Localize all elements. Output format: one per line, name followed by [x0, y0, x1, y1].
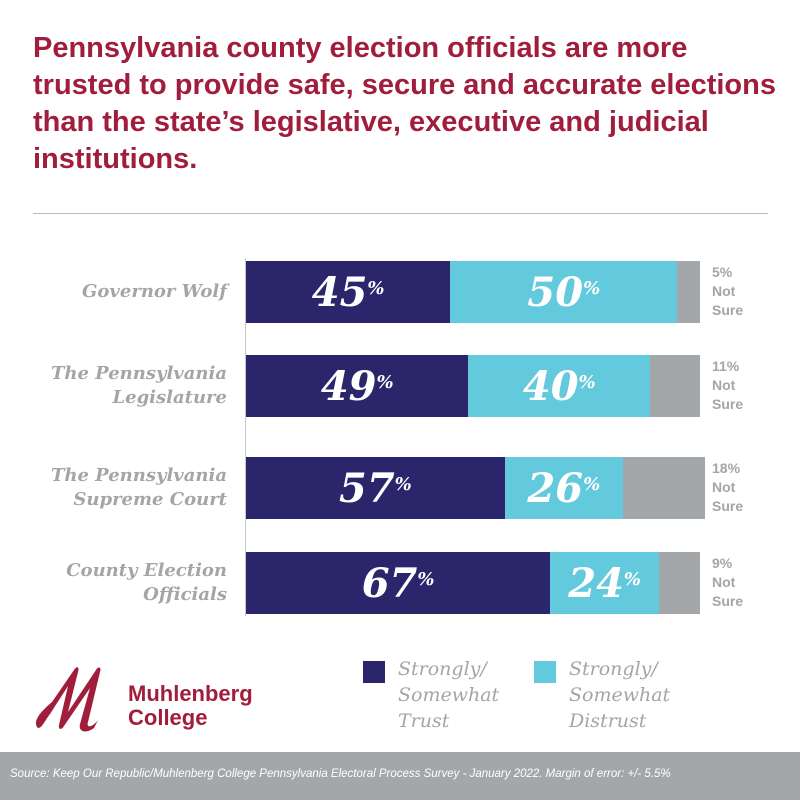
category-label: County Election Officials — [66, 560, 227, 605]
data-label: 24 — [568, 559, 624, 607]
data-label: 49 — [320, 362, 377, 410]
bar-trust: 45% — [246, 261, 451, 323]
not-sure-label: 5% Not Sure — [712, 263, 772, 320]
legend-swatch-trust — [363, 661, 385, 683]
percent-sign: % — [583, 473, 601, 495]
not-sure-text: Sure — [712, 302, 744, 318]
percent-sign: % — [394, 473, 412, 495]
not-sure-text: 18% — [712, 460, 741, 476]
not-sure-text: 11% — [712, 358, 740, 374]
bar-not-sure — [650, 355, 700, 417]
bar-distrust: 50% — [450, 261, 678, 323]
percent-sign: % — [578, 371, 596, 393]
page-title: Pennsylvania county election officials a… — [33, 32, 776, 175]
stacked-bar-chart: Governor Wolf 45% 50% 5% Not Sure The Pennsylv… — [50, 258, 772, 616]
logo-line-1: Muhlenberg — [128, 681, 253, 706]
bar-distrust: 24% — [550, 552, 660, 614]
not-sure-text: Sure — [712, 498, 744, 514]
percent-sign: % — [417, 568, 435, 590]
source-note: Source: Keep Our Republic/Muhlenberg Col… — [10, 768, 671, 780]
legend-text: Strongly/ — [398, 658, 487, 680]
data-label: 67 — [361, 559, 418, 607]
m-monogram-icon — [35, 667, 101, 732]
footer: Source: Keep Our Republic/Muhlenberg Col… — [0, 752, 800, 800]
muhlenberg-logo — [30, 662, 125, 739]
logo-wordmark: Muhlenberg College — [128, 682, 253, 730]
legend-text: Trust — [398, 710, 450, 732]
divider — [33, 213, 768, 214]
legend-label-trust: Strongly/ Somewhat Trust — [398, 656, 499, 734]
percent-sign: % — [623, 568, 642, 590]
not-sure-text: Sure — [712, 593, 744, 609]
bar-distrust: 26% — [504, 457, 623, 519]
legend-text: Strongly/ — [569, 658, 658, 680]
not-sure-label: 18% Not Sure — [712, 459, 772, 516]
percent-sign: % — [583, 277, 601, 299]
not-sure-text: Not — [712, 479, 736, 495]
category-axis-line — [245, 258, 246, 616]
legend-label-distrust: Strongly/ Somewhat Distrust — [569, 656, 670, 734]
legend-text: Distrust — [569, 710, 647, 732]
data-label: 57 — [338, 464, 395, 512]
bar-not-sure — [677, 261, 700, 323]
not-sure-text: Not — [712, 377, 736, 393]
category-label: The Pennsylvania Supreme Court — [50, 465, 227, 510]
percent-sign: % — [367, 277, 385, 299]
bar-trust: 49% — [246, 355, 469, 417]
bar-trust: 67% — [246, 552, 551, 614]
not-sure-text: Sure — [712, 396, 744, 412]
data-label: 45 — [311, 268, 368, 316]
data-label: 40 — [522, 362, 579, 410]
data-label: 50 — [527, 268, 584, 316]
not-sure-label: 9% Not Sure — [712, 554, 772, 611]
not-sure-text: 9% — [712, 555, 733, 571]
category-label: The Pennsylvania Legislature — [50, 363, 227, 408]
data-label: 26 — [527, 464, 584, 512]
not-sure-text: Not — [712, 574, 736, 590]
percent-sign: % — [376, 371, 394, 393]
bar-not-sure — [659, 552, 700, 614]
logo-line-2: College — [128, 705, 208, 730]
bar-trust: 57% — [246, 457, 505, 519]
not-sure-label: 11% Not Sure — [712, 357, 772, 414]
bar-not-sure — [622, 457, 705, 519]
category-label: Governor Wolf — [82, 281, 227, 302]
not-sure-text: 5% — [712, 264, 733, 280]
not-sure-text: Not — [712, 283, 736, 299]
legend-text: Somewhat — [398, 684, 500, 706]
legend-swatch-distrust — [534, 661, 556, 683]
legend-text: Somewhat — [569, 684, 671, 706]
bar-distrust: 40% — [468, 355, 651, 417]
